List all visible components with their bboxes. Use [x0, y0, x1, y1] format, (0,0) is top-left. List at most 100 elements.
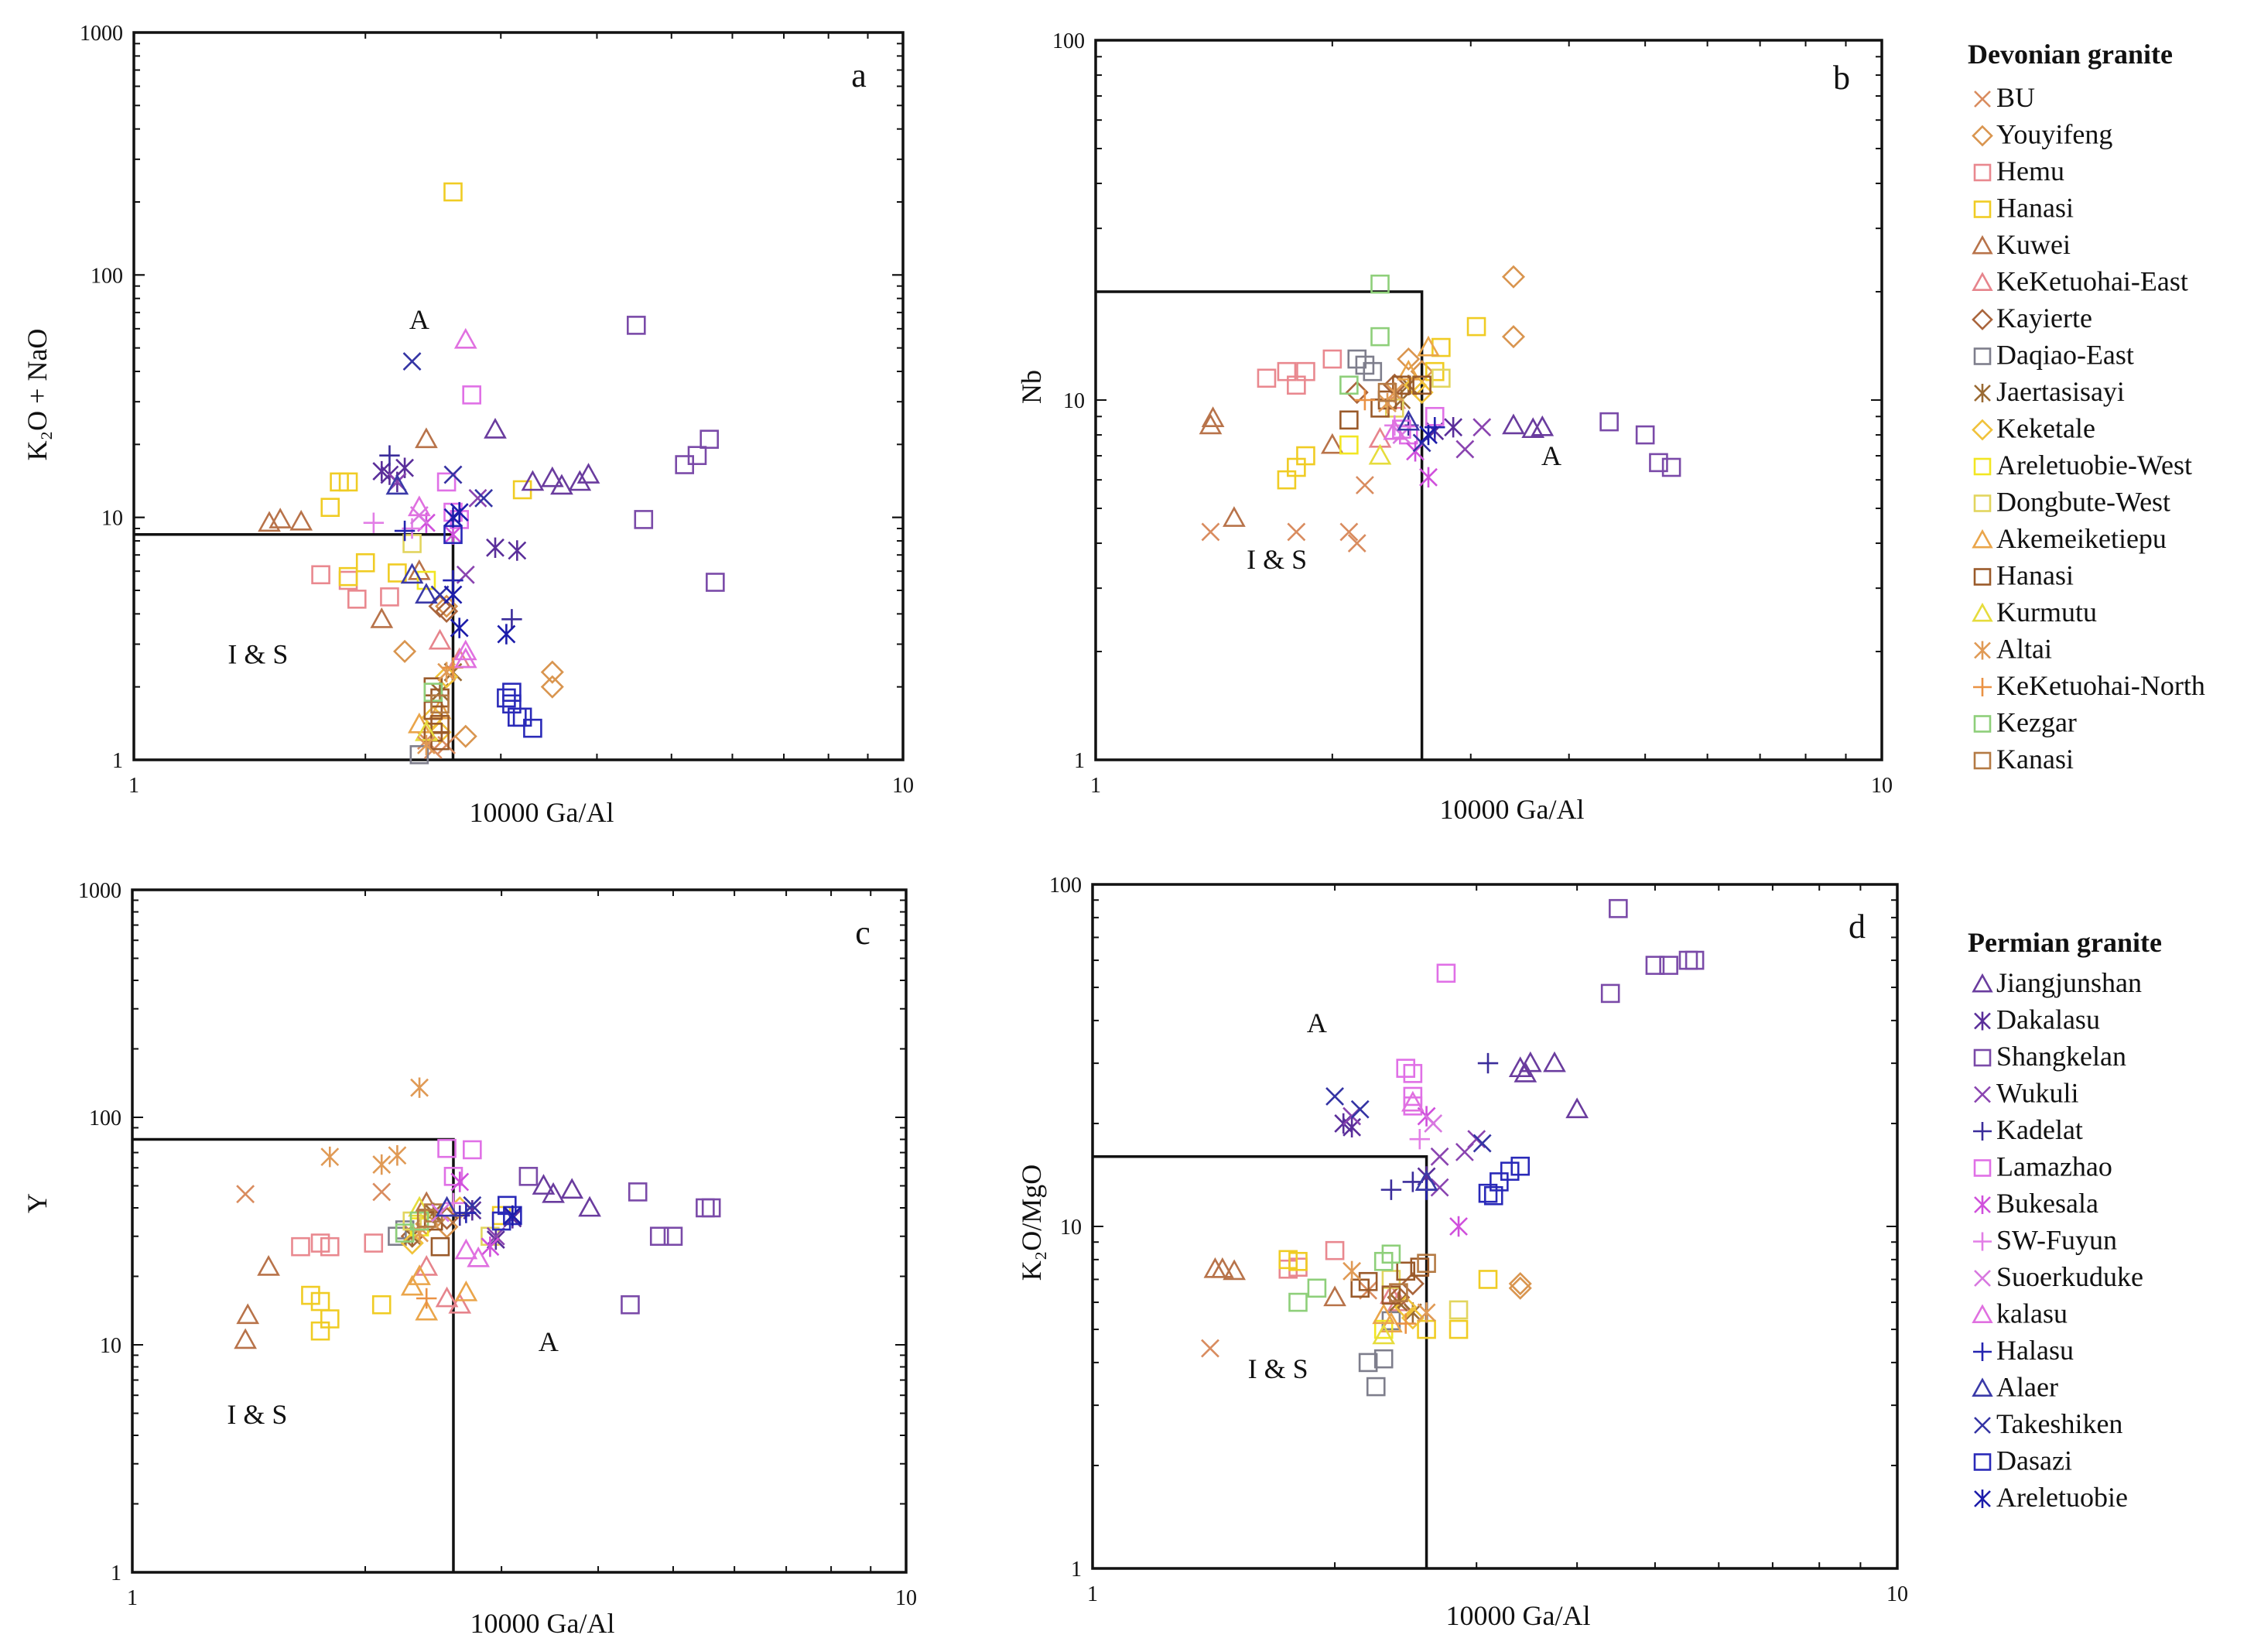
data-point-kuwei	[1210, 1257, 1234, 1278]
legend-label: Kayierte	[1996, 303, 2092, 333]
data-point-takeshiken	[1472, 1134, 1492, 1153]
data-point-hemu	[364, 1233, 384, 1253]
data-point-hanasi2	[430, 1236, 450, 1257]
field-label: A	[1541, 440, 1561, 471]
data-point-dasazi	[491, 1211, 511, 1231]
data-point-kadelat	[1402, 1171, 1424, 1192]
data-point-altai	[388, 1145, 407, 1166]
data-point-bukesala	[1419, 467, 1438, 488]
legend-marker-altai	[1974, 641, 1991, 660]
data-point-akemeiketiepu	[1397, 359, 1421, 381]
legend-marker-kurmutu	[1972, 602, 1993, 622]
data-point-shangkelan	[621, 1295, 640, 1315]
legend-label: Dasazi	[1996, 1445, 2072, 1476]
data-point-akemeiketiepu	[1417, 335, 1440, 357]
legend-marker-kadelat	[1973, 1122, 1992, 1141]
data-point-takeshiken	[443, 465, 463, 484]
data-point-youyifeng	[1397, 347, 1421, 371]
data-point-shangkelan	[1609, 898, 1628, 918]
legend-label: Dakalasu	[1996, 1004, 2100, 1035]
data-point-hanasi2	[1410, 1257, 1430, 1277]
data-point-wukuli	[1472, 418, 1492, 437]
y-axis-label: K₂O + NaO	[22, 329, 53, 461]
data-point-shangkelan	[663, 1226, 683, 1247]
legend-permian: Permian granite Jiangjunshan Dakalasu Shan…	[1968, 927, 2162, 1513]
data-point-hemu	[311, 565, 330, 585]
data-point-hanasi	[301, 1285, 320, 1305]
data-point-bu	[236, 1185, 255, 1204]
data-point-shangkelan	[518, 1167, 539, 1186]
legend-item: Dakalasu	[1974, 1004, 2100, 1035]
data-point-kanasi	[1389, 1283, 1408, 1302]
legend-marker-areletuobie-west	[1973, 457, 1992, 476]
data-point-jiangjunshan	[1565, 1097, 1589, 1119]
legend-marker-dakalasu	[1974, 1011, 1991, 1031]
data-point-sw-fuyun	[1409, 1128, 1430, 1150]
data-point-keketuohai-east	[415, 1255, 439, 1276]
legend-item: Kezgar	[1973, 707, 2077, 738]
legend-marker-bukesala	[1974, 1195, 1991, 1214]
legend-marker-alaer	[1972, 1377, 1993, 1397]
y-tick-label: 10	[101, 507, 123, 531]
data-point-hemu	[1296, 361, 1315, 381]
field-boundary	[1093, 1155, 1428, 1568]
data-point-shangkelan	[699, 429, 719, 450]
data-point-jiangjunshan	[1543, 1051, 1566, 1072]
y-tick-label: 1	[1074, 749, 1085, 773]
data-point-bukesala	[450, 1171, 470, 1192]
data-point-wukuli	[468, 488, 487, 508]
data-point-dasazi	[512, 707, 532, 727]
legend-label: Youyifeng	[1996, 119, 2112, 150]
field-label: A	[1307, 1007, 1327, 1038]
x-tick-label: 1	[1087, 1582, 1098, 1606]
data-point-kuwei	[289, 509, 313, 531]
data-point-kanasi	[430, 694, 450, 714]
data-point-kalasu	[453, 327, 477, 349]
legend-label: Hemu	[1996, 156, 2064, 186]
data-point-shangkelan	[1659, 956, 1678, 975]
data-point-keketuohai-north	[416, 1288, 437, 1309]
legend-item: Altai	[1974, 634, 2052, 665]
data-point-kanasi	[423, 1203, 443, 1223]
legend-marker-halasu	[1973, 1342, 1992, 1361]
data-point-dongbute-west	[1449, 1300, 1469, 1320]
data-point-hanasi	[338, 566, 358, 587]
panel-letter: a	[851, 56, 867, 94]
legend-item: Shangkelan	[1973, 1041, 2126, 1072]
x-axis-label: 10000 Ga/Al	[470, 1608, 615, 1639]
data-point-areletuobie-west	[1373, 1319, 1394, 1339]
data-point-kuwei	[1320, 433, 1344, 454]
legend-item: Dongbute-West	[1973, 487, 2170, 518]
data-point-daqiao-east	[1366, 1377, 1386, 1397]
legend-marker-kuwei	[1972, 234, 1993, 255]
data-point-keketuohai-north	[1354, 389, 1376, 411]
data-point-bu	[1287, 522, 1306, 542]
legend-label: Shangkelan	[1996, 1041, 2126, 1072]
data-point-jiangjunshan	[1521, 417, 1545, 439]
data-point-keketuohai-east	[435, 1286, 459, 1308]
data-point-hanasi2	[1392, 375, 1411, 395]
data-point-jiangjunshan	[578, 1195, 601, 1217]
data-point-shangkelan	[1661, 457, 1681, 477]
legend-marker-hanasi2	[1973, 568, 1992, 586]
data-point-lamazhao	[463, 1140, 482, 1160]
data-point-keketuohai-east	[428, 628, 452, 650]
legend-item: Dasazi	[1973, 1445, 2072, 1476]
data-point-bu	[1339, 522, 1359, 542]
data-point-jiangjunshan	[1508, 1056, 1532, 1078]
legend-label: KeKetuohai-North	[1996, 670, 2205, 701]
data-point-suoerkuduke	[1424, 1114, 1443, 1133]
legend-item: Wukuli	[1974, 1078, 2079, 1109]
data-point-bukesala	[1406, 441, 1425, 462]
data-point-hanasi	[1478, 1270, 1498, 1289]
data-point-bu	[1201, 1339, 1219, 1358]
data-point-dakalasu	[486, 537, 504, 559]
data-point-sw-fuyun	[363, 512, 385, 533]
legend-label: Hanasi	[1996, 560, 2074, 591]
data-point-shangkelan	[628, 1182, 648, 1202]
data-point-dasazi	[502, 694, 522, 714]
data-point-wukuli	[1455, 440, 1475, 459]
data-point-kuwei	[236, 1303, 260, 1325]
data-point-kuwei	[1323, 1285, 1346, 1307]
